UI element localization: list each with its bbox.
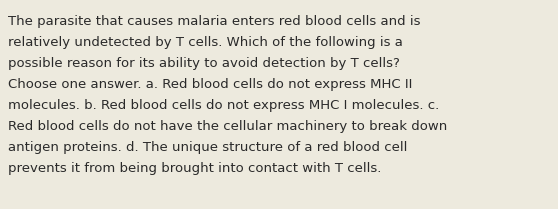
Text: The parasite that causes malaria enters red blood cells and is: The parasite that causes malaria enters … bbox=[8, 15, 421, 28]
Text: molecules. b. Red blood cells do not express MHC I molecules. c.: molecules. b. Red blood cells do not exp… bbox=[8, 99, 439, 112]
Text: Choose one answer. a. Red blood cells do not express MHC II: Choose one answer. a. Red blood cells do… bbox=[8, 78, 412, 91]
Text: relatively undetected by T cells. Which of the following is a: relatively undetected by T cells. Which … bbox=[8, 36, 403, 49]
Text: prevents it from being brought into contact with T cells.: prevents it from being brought into cont… bbox=[8, 162, 381, 175]
Text: antigen proteins. d. The unique structure of a red blood cell: antigen proteins. d. The unique structur… bbox=[8, 141, 407, 154]
Text: Red blood cells do not have the cellular machinery to break down: Red blood cells do not have the cellular… bbox=[8, 120, 448, 133]
Text: possible reason for its ability to avoid detection by T cells?: possible reason for its ability to avoid… bbox=[8, 57, 400, 70]
